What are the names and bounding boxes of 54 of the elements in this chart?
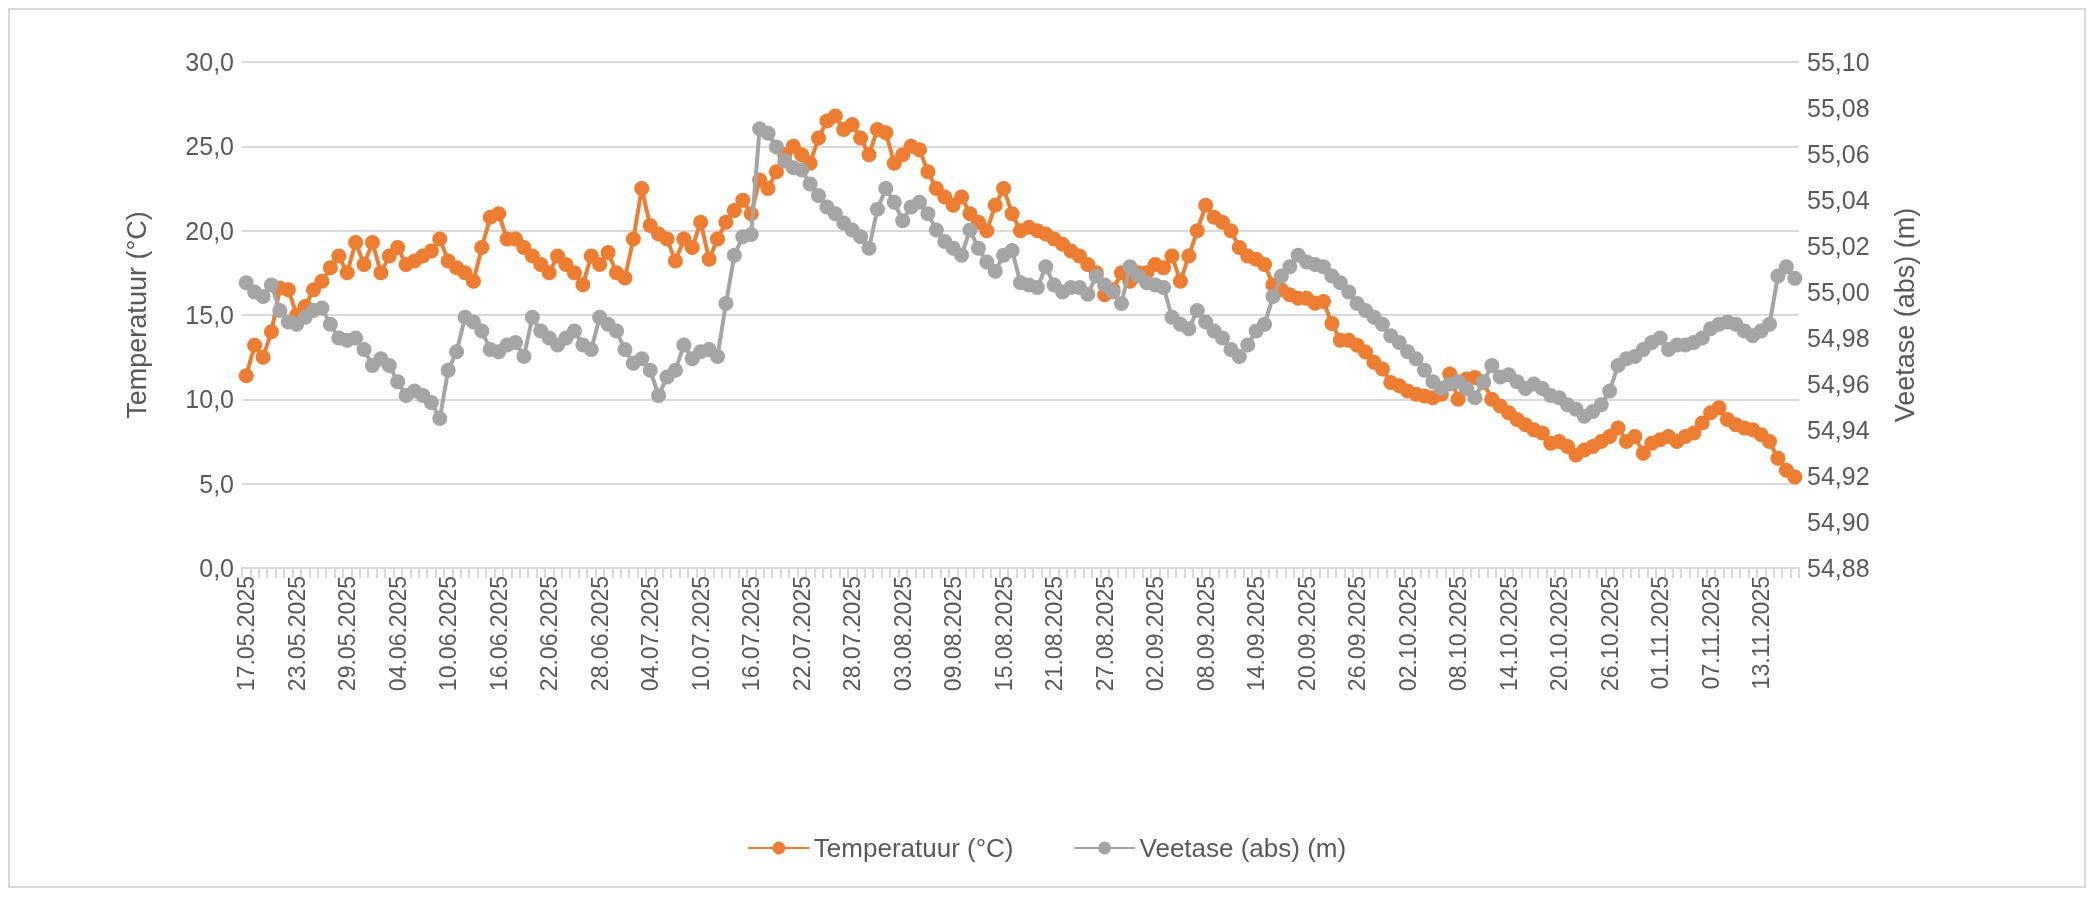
x-tick-label: 02.10.2025	[1394, 576, 1421, 692]
y2-tick-label: 55,04	[1807, 186, 1870, 214]
x-tick-label: 16.06.2025	[485, 576, 512, 692]
y2-tick-label: 54,90	[1807, 508, 1870, 536]
y-axis-title: Temperatuur (°C)	[121, 211, 152, 419]
x-tick-label: 09.08.2025	[940, 576, 967, 692]
y-tick-label: 10,0	[185, 385, 234, 414]
x-tick-label: 20.09.2025	[1293, 576, 1320, 692]
x-tick-label: 26.09.2025	[1344, 576, 1371, 692]
x-tick-label: 22.06.2025	[536, 576, 563, 692]
x-tick-label: 01.11.2025	[1647, 576, 1674, 690]
y2-tick-label: 55,06	[1807, 140, 1870, 168]
x-tick-label: 16.07.2025	[738, 576, 765, 692]
y2-axis-title: Veetase (abs) (m)	[1889, 207, 1920, 423]
x-tick-label: 02.09.2025	[1142, 576, 1169, 692]
y2-tick-label: 54,92	[1807, 462, 1870, 490]
y-tick-label: 30,0	[185, 48, 234, 76]
y2-tick-label: 54,94	[1807, 416, 1870, 444]
x-tick-label: 28.06.2025	[586, 576, 613, 692]
x-tick-label: 03.08.2025	[889, 576, 916, 692]
y-tick-label: 20,0	[185, 216, 234, 245]
x-tick-label: 10.06.2025	[435, 576, 462, 692]
y2-tick-label: 54,88	[1807, 554, 1870, 582]
y2-tick-label: 55,10	[1807, 48, 1870, 76]
x-tick-label: 26.10.2025	[1596, 576, 1623, 692]
x-tick-label: 28.07.2025	[839, 576, 866, 692]
x-tick-label: 14.09.2025	[1243, 576, 1270, 692]
x-tick-label: 29.05.2025	[334, 576, 361, 692]
y2-tick-label: 55,02	[1807, 232, 1870, 260]
x-tick-label: 08.09.2025	[1192, 576, 1219, 692]
x-tick-label: 23.05.2025	[283, 576, 310, 692]
x-tick-label: 14.10.2025	[1495, 576, 1522, 692]
x-tick-label: 13.11.2025	[1748, 576, 1775, 690]
x-tick-label: 04.07.2025	[637, 576, 664, 692]
y2-tick-label: 54,98	[1807, 324, 1870, 352]
x-tick-label: 17.05.2025	[233, 576, 260, 692]
y-tick-label: 5,0	[199, 469, 234, 498]
y-tick-label: 15,0	[185, 301, 234, 329]
x-tick-label: 04.06.2025	[384, 576, 411, 692]
y2-tick-label: 55,00	[1807, 278, 1870, 306]
x-tick-label: 21.08.2025	[1041, 576, 1068, 692]
y-tick-label: 0,0	[199, 554, 234, 582]
x-tick-label: 10.07.2025	[687, 576, 714, 692]
y-tick-label: 25,0	[185, 132, 234, 161]
legend-label: Temperatuur (°C)	[813, 833, 1014, 863]
x-tick-label: 27.08.2025	[1091, 576, 1118, 692]
x-tick-label: 22.07.2025	[788, 576, 815, 692]
y2-tick-label: 55,08	[1807, 94, 1870, 122]
x-tick-label: 07.11.2025	[1697, 576, 1724, 690]
x-tick-label: 20.10.2025	[1546, 576, 1573, 692]
y2-tick-label: 54,96	[1807, 370, 1870, 398]
x-tick-label: 08.10.2025	[1445, 576, 1472, 692]
legend-label: Veetase (abs) (m)	[1139, 833, 1347, 863]
x-tick-label: 15.08.2025	[990, 576, 1017, 692]
